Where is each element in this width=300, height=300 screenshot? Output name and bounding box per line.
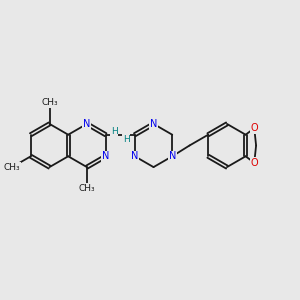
Text: N: N <box>102 151 109 161</box>
Text: H: H <box>123 135 129 144</box>
Text: N: N <box>150 119 157 129</box>
Text: N: N <box>169 151 176 161</box>
Text: CH₃: CH₃ <box>41 98 58 107</box>
Text: O: O <box>250 123 258 133</box>
Text: O: O <box>250 158 258 168</box>
Text: N: N <box>131 151 139 161</box>
Text: CH₃: CH₃ <box>79 184 95 193</box>
Text: N: N <box>83 119 91 129</box>
Text: CH₃: CH₃ <box>4 163 20 172</box>
Text: H: H <box>111 127 118 136</box>
